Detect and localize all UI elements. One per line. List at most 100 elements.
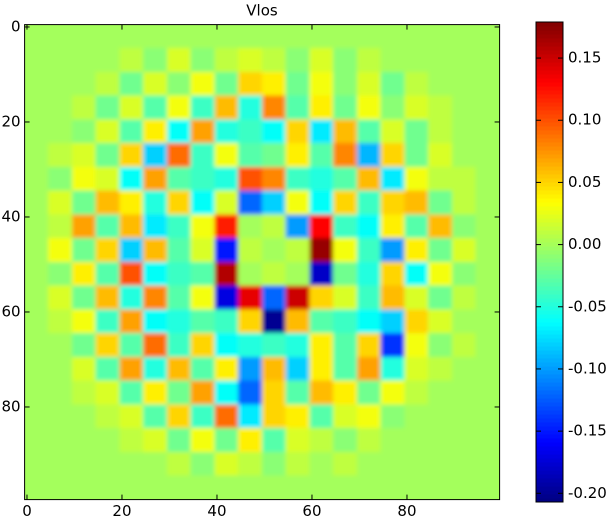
heatmap-cell <box>95 451 120 477</box>
heatmap-cell <box>190 95 215 120</box>
heatmap-cell <box>309 71 334 97</box>
heatmap-cell <box>214 166 239 192</box>
heatmap-cell <box>309 333 334 358</box>
x-tick-label: 0 <box>22 502 32 519</box>
heatmap-cell <box>404 261 429 287</box>
colorbar-segment <box>536 349 563 355</box>
heatmap-cell <box>404 285 429 310</box>
heatmap-cell <box>285 24 310 49</box>
heatmap-cell <box>143 238 168 263</box>
heatmap-cell <box>48 71 73 97</box>
heatmap-cell <box>238 261 263 287</box>
heatmap-cell <box>404 24 429 49</box>
heatmap-cell <box>356 451 382 477</box>
heatmap-cell <box>24 285 49 310</box>
colorbar-segment <box>536 157 563 163</box>
heatmap-cell <box>333 475 358 500</box>
heatmap-cell <box>95 214 120 239</box>
y-tick-label: 80 <box>2 397 21 415</box>
heatmap-cell <box>143 119 168 144</box>
heatmap-cell <box>166 24 192 49</box>
colorbar-segment <box>536 361 563 367</box>
heatmap-cell <box>238 309 263 334</box>
heatmap-cell <box>238 333 263 358</box>
heatmap-cell <box>285 404 310 429</box>
heatmap-cell <box>48 143 73 168</box>
colorbar-segment <box>536 269 563 275</box>
colorbar-segment <box>536 177 563 183</box>
heatmap-cell <box>95 238 120 263</box>
heatmap-cell <box>404 428 429 453</box>
colorbar-segment <box>536 145 563 151</box>
heatmap-cell <box>166 143 192 168</box>
heatmap-cell <box>95 261 120 287</box>
colorbar-frame <box>535 21 564 503</box>
heatmap-cell <box>261 214 287 239</box>
heatmap-cell <box>309 380 334 405</box>
colorbar-segment <box>536 485 563 491</box>
colorbar-segment <box>536 149 563 155</box>
heatmap-cell <box>190 119 215 144</box>
heatmap-cell <box>333 71 358 97</box>
heatmap-cell <box>356 24 382 49</box>
heatmap-cell <box>428 143 453 168</box>
colorbar-segment <box>536 441 563 447</box>
heatmap-cell <box>238 71 263 97</box>
colorbar-segment <box>536 469 563 475</box>
colorbar-segment <box>536 437 563 443</box>
heatmap-cell <box>95 71 120 97</box>
heatmap-cell <box>428 356 453 382</box>
colorbar-segment <box>536 165 563 171</box>
heatmap-cell <box>451 119 477 144</box>
heatmap-cell <box>404 190 429 215</box>
heatmap-cell <box>475 214 500 239</box>
colorbar-segment <box>536 249 563 255</box>
heatmap-cell <box>475 190 500 215</box>
colorbar-segment <box>536 45 563 51</box>
heatmap-cell <box>333 214 358 239</box>
colorbar-segment <box>536 465 563 471</box>
colorbar-segment <box>536 97 563 103</box>
heatmap-cell <box>404 404 429 429</box>
heatmap-cell <box>356 238 382 263</box>
heatmap-cell <box>24 380 49 405</box>
heatmap-cell <box>24 48 49 73</box>
heatmap-cell <box>333 333 358 358</box>
colorbar-segment <box>536 337 563 343</box>
heatmap-cell <box>166 451 192 477</box>
heatmap-cell <box>333 166 358 192</box>
colorbar-segment <box>536 377 563 383</box>
colorbar-segment <box>536 169 563 175</box>
heatmap-cell <box>190 214 215 239</box>
heatmap-cell <box>95 333 120 358</box>
heatmap-cell <box>71 356 97 382</box>
heatmap-cell <box>333 48 358 73</box>
heatmap-cell <box>95 285 120 310</box>
colorbar-tick-label: -0.10 <box>568 359 607 377</box>
heatmap-cell <box>404 475 429 500</box>
heatmap-cell <box>285 71 310 97</box>
heatmap-cell <box>119 71 144 97</box>
heatmap-cell <box>356 333 382 358</box>
heatmap-cell <box>71 190 97 215</box>
colorbar-segment <box>536 225 563 231</box>
colorbar-segment <box>536 133 563 139</box>
heatmap-cell <box>475 309 500 334</box>
colorbar-segment <box>536 217 563 223</box>
colorbar-segment <box>536 221 563 227</box>
colorbar-segment <box>536 121 563 127</box>
heatmap-cell <box>214 119 239 144</box>
heatmap-cell <box>214 261 239 287</box>
heatmap-cell <box>48 190 73 215</box>
colorbar-segment <box>536 317 563 323</box>
heatmap-cell <box>119 380 144 405</box>
heatmap-cell <box>475 380 500 405</box>
heatmap-cell <box>71 309 97 334</box>
heatmap-cell <box>190 333 215 358</box>
colorbar-segment <box>536 257 563 263</box>
heatmap-cell <box>190 285 215 310</box>
heatmap-cell <box>356 285 382 310</box>
colorbar-segment <box>536 73 563 79</box>
heatmap-cell <box>380 48 405 73</box>
heatmap-cell <box>71 238 97 263</box>
